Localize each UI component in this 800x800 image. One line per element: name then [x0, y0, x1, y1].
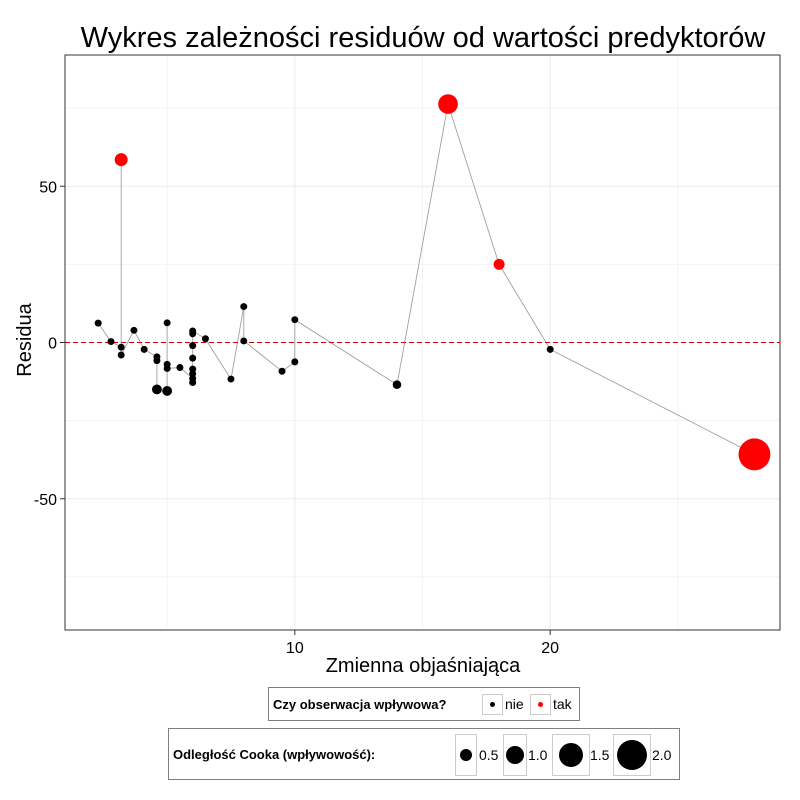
size-dot-0-5 — [460, 749, 472, 761]
data-point — [176, 364, 184, 371]
size-legend-title: Odległość Cooka (wpływowość): — [173, 747, 376, 762]
size-dot-1-5 — [559, 743, 583, 767]
data-points — [94, 94, 771, 471]
size-label-1-5: 1.5 — [590, 747, 610, 763]
data-point — [189, 365, 197, 373]
x-tick-label: 10 — [286, 640, 304, 657]
x-tick-label: 20 — [541, 640, 559, 657]
influential-point — [493, 258, 505, 270]
data-point — [278, 367, 286, 375]
y-tick-label: -50 — [34, 492, 57, 509]
data-point — [117, 343, 125, 351]
data-point — [291, 316, 299, 324]
size-dot-1-0 — [506, 746, 524, 764]
data-point — [201, 335, 209, 343]
data-point — [140, 345, 148, 353]
legend-dot-tak — [538, 702, 543, 707]
size-label-2-0: 2.0 — [652, 747, 672, 763]
size-dot-2-0 — [617, 740, 647, 770]
x-axis-label: Zmienna objaśniająca — [326, 655, 521, 677]
legend-label-tak: tak — [553, 696, 572, 712]
size-key-2-0 — [613, 734, 651, 776]
data-point — [189, 379, 197, 386]
legend-key-tak — [530, 694, 551, 715]
size-legend: Odległość Cooka (wpływowość): 0.5 1.0 1.… — [168, 728, 680, 780]
data-point — [189, 342, 197, 350]
influential-point — [438, 94, 458, 114]
size-label-1-0: 1.0 — [528, 747, 548, 763]
data-point — [189, 354, 197, 362]
size-key-1-5 — [552, 734, 590, 776]
data-point — [107, 338, 115, 346]
influential-point — [738, 438, 771, 471]
data-point — [94, 319, 102, 327]
y-tick-label: 0 — [48, 336, 57, 353]
data-point — [189, 327, 197, 335]
size-key-0-5 — [455, 734, 477, 776]
y-axis-label: Residua — [14, 302, 36, 376]
data-point — [162, 386, 173, 396]
data-point — [227, 375, 235, 383]
data-point — [152, 384, 162, 395]
data-point — [392, 380, 402, 389]
color-legend-title: Czy obserwacja wpływowa? — [273, 697, 447, 712]
legend-label-nie: nie — [505, 696, 524, 712]
influential-point — [114, 153, 128, 167]
data-point — [130, 326, 138, 334]
data-point — [153, 357, 161, 365]
data-point — [117, 351, 125, 359]
color-legend: Czy obserwacja wpływowa? nie tak — [268, 687, 580, 721]
data-point — [291, 358, 299, 366]
data-point — [163, 319, 171, 327]
data-point — [240, 337, 248, 345]
axis-ticks: 10 20 -50 0 50 — [34, 179, 559, 657]
size-label-0-5: 0.5 — [479, 747, 499, 763]
y-tick-label: 50 — [39, 179, 57, 196]
data-point — [240, 303, 248, 311]
data-point — [546, 345, 554, 353]
data-point — [163, 364, 171, 372]
chart-title: Wykres zależności residuów od wartości p… — [81, 22, 767, 54]
legend-dot-nie — [490, 702, 495, 707]
size-key-1-0 — [503, 734, 527, 776]
legend-key-nie — [482, 694, 503, 715]
